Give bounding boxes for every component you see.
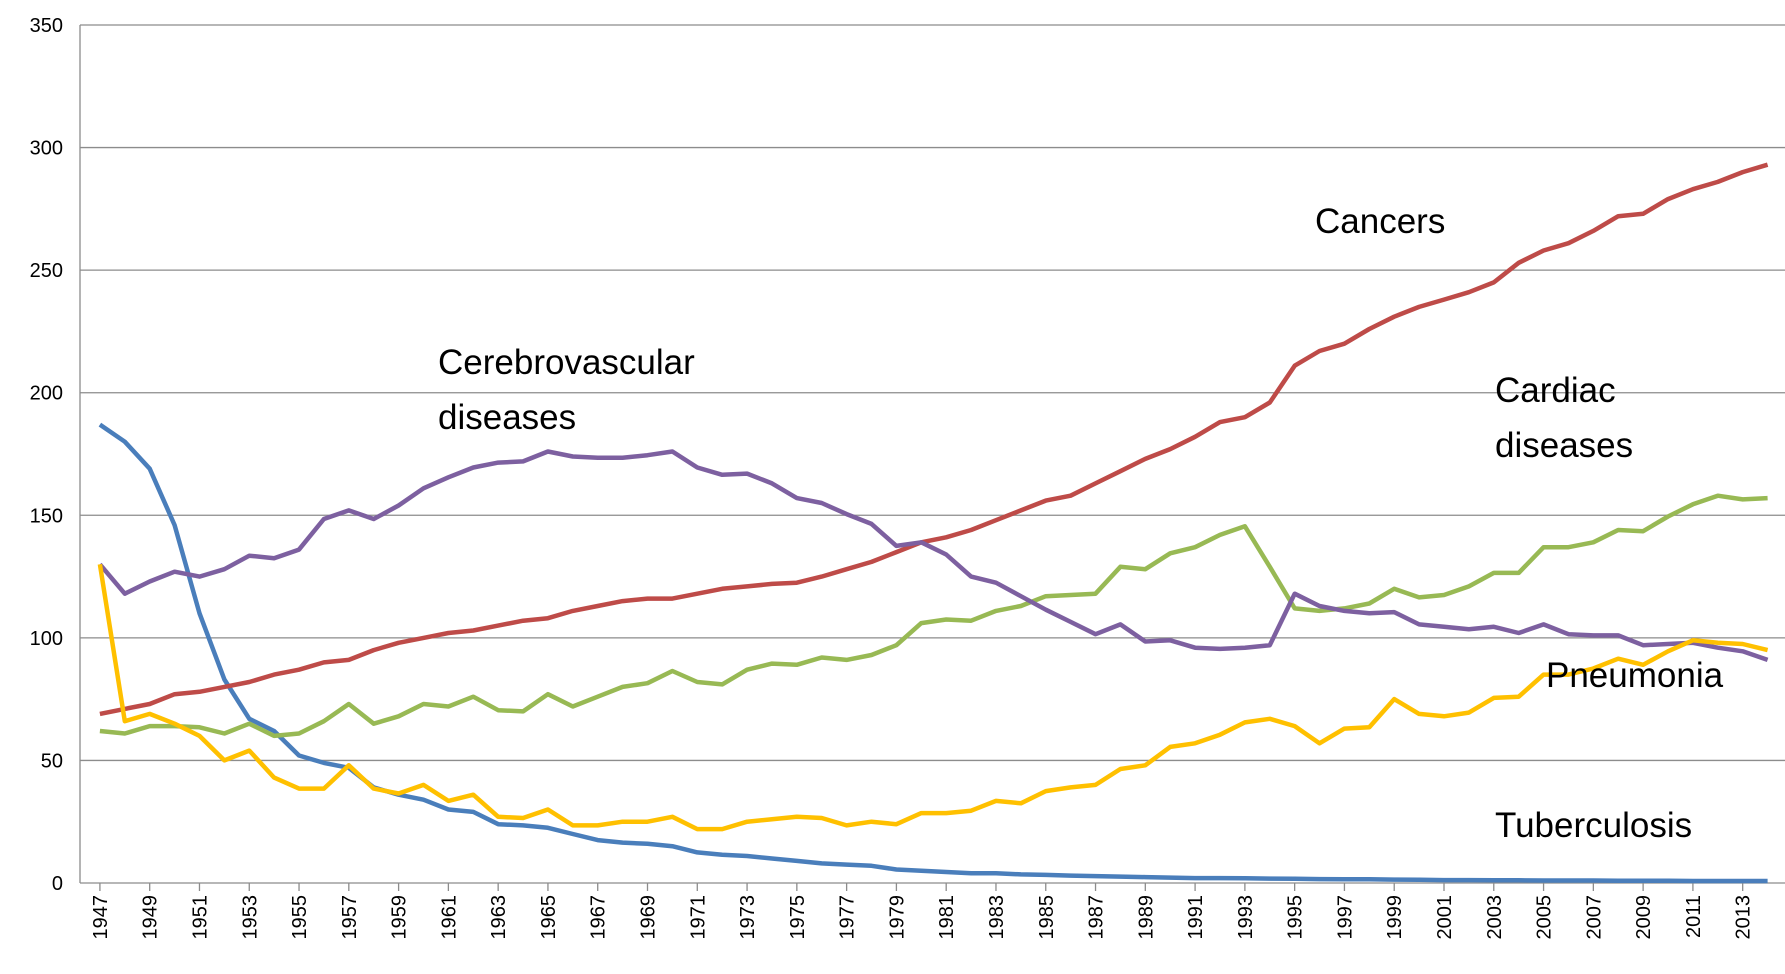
x-tick-label: 2005 — [1534, 895, 1556, 940]
series-line — [99, 493, 1768, 739]
y-tick-label: 350 — [30, 15, 63, 37]
x-tick-label: 1997 — [1334, 895, 1356, 940]
x-tick-label: 1991 — [1185, 895, 1207, 940]
x-tick-label: 1987 — [1086, 895, 1108, 940]
x-tick-label: 1973 — [737, 895, 759, 940]
y-tick-label: 300 — [30, 138, 63, 160]
x-tick-label: 1947 — [90, 895, 112, 940]
series-annotation: Cerebrovascular diseases — [438, 343, 695, 437]
y-tick-label: 250 — [30, 260, 63, 282]
series-line — [97, 563, 1769, 832]
series-annotation: Tuberculosis — [1495, 806, 1693, 845]
x-tick-label: 1979 — [886, 895, 908, 940]
x-tick-label: 2009 — [1633, 895, 1655, 940]
series-annotation: Cancers — [1315, 202, 1446, 241]
x-tick-label: 1951 — [189, 895, 211, 940]
x-tick-label: 1999 — [1384, 895, 1406, 940]
y-tick-label: 200 — [30, 383, 63, 405]
series-line — [98, 449, 1769, 663]
y-tick-label: 0 — [52, 873, 63, 895]
series-annotation: Cardiac diseases — [1495, 371, 1634, 465]
x-tick-label: 2001 — [1434, 895, 1456, 940]
x-tick-label: 1993 — [1235, 895, 1257, 940]
x-tick-label: 1981 — [936, 895, 958, 940]
x-tick-label: 1989 — [1135, 895, 1157, 940]
x-tick-label: 1955 — [289, 895, 311, 940]
x-tick-label: 1977 — [837, 895, 859, 940]
x-tick-label: 1983 — [986, 895, 1008, 940]
x-tick-label: 2003 — [1484, 895, 1506, 940]
x-tick-label: 1953 — [239, 895, 261, 940]
x-tick-label: 2013 — [1733, 895, 1755, 940]
x-tick-label: 1975 — [787, 895, 809, 940]
y-tick-label: 50 — [41, 750, 63, 772]
series-annotation: Pneumonia — [1546, 656, 1724, 695]
x-tick-label: 1959 — [389, 895, 411, 940]
x-tick-label: 1969 — [638, 895, 660, 940]
y-tick-label: 100 — [30, 628, 63, 650]
x-tick-label: 1963 — [488, 895, 510, 940]
x-tick-label: 1957 — [339, 895, 361, 940]
y-tick-label: 150 — [30, 505, 63, 527]
x-tick-label: 1985 — [1036, 895, 1058, 940]
x-tick-label: 1949 — [140, 895, 162, 940]
x-tick-label: 1967 — [588, 895, 610, 940]
x-tick-label: 1965 — [538, 895, 560, 940]
x-tick-label: 2007 — [1583, 895, 1605, 940]
x-tick-label: 1971 — [687, 895, 709, 940]
x-tick-label: 1995 — [1285, 895, 1307, 940]
x-tick-label: 2011 — [1683, 895, 1705, 938]
series-line — [99, 162, 1769, 717]
x-tick-label: 1961 — [438, 895, 460, 940]
